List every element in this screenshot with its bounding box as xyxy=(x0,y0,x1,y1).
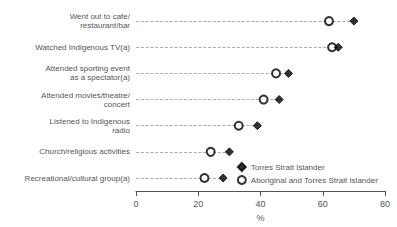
svg-text:radio: radio xyxy=(112,126,130,135)
svg-text:as a spectator(a): as a spectator(a) xyxy=(70,73,130,82)
svg-text:60: 60 xyxy=(318,199,328,209)
svg-text:concert: concert xyxy=(104,100,131,109)
svg-text:Attended sporting event: Attended sporting event xyxy=(45,64,130,73)
svg-text:Watched Indigenous TV(a): Watched Indigenous TV(a) xyxy=(35,43,130,52)
svg-text:Aboriginal and Torres Strait I: Aboriginal and Torres Strait Islander xyxy=(251,176,378,185)
svg-text:restaurant/bar: restaurant/bar xyxy=(80,21,130,30)
svg-text:%: % xyxy=(256,213,264,223)
svg-text:20: 20 xyxy=(193,199,203,209)
svg-text:Torres Strait Islander: Torres Strait Islander xyxy=(251,163,325,172)
svg-text:Attended movies/theatre/: Attended movies/theatre/ xyxy=(41,91,131,100)
svg-text:0: 0 xyxy=(133,199,138,209)
svg-text:Went out to cafe/: Went out to cafe/ xyxy=(70,12,131,21)
svg-text:80: 80 xyxy=(380,199,390,209)
svg-text:Recreational/cultural group(a): Recreational/cultural group(a) xyxy=(25,174,131,183)
svg-text:Church/religious activities: Church/religious activities xyxy=(39,147,130,156)
svg-text:40: 40 xyxy=(255,199,265,209)
svg-text:Listened to Indigenous: Listened to Indigenous xyxy=(49,117,130,126)
